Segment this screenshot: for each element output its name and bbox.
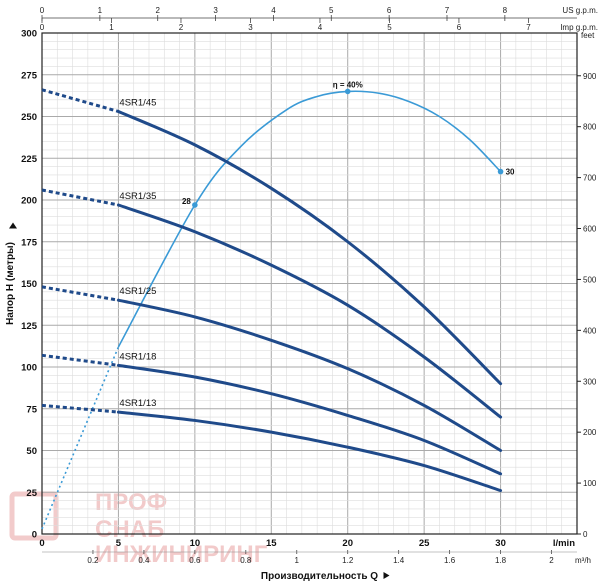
efficiency-label: η = 40%: [333, 80, 363, 89]
y-tick-label: 0: [32, 530, 37, 541]
m3h-tick-label: 2: [549, 556, 554, 565]
y-tick-label: 75: [26, 404, 37, 415]
watermark-logo-mark: [9, 491, 59, 541]
series-label: 4SR1/18: [119, 351, 156, 362]
series-label: 4SR1/25: [119, 286, 156, 297]
series-curve: [116, 363, 503, 476]
right-y-tick-label: 800: [583, 123, 597, 132]
right-y-tick-label: 900: [583, 72, 597, 81]
right-y-tick-label: 500: [583, 275, 597, 284]
y-tick-label: 175: [21, 237, 38, 248]
series-curve-dashed: [41, 403, 119, 414]
efficiency-curve-dashed: [41, 346, 120, 530]
series-curve-dashed: [41, 188, 119, 207]
x-axis-arrow-icon: [383, 572, 390, 579]
us-tick-label: 3: [213, 6, 218, 15]
labels: 28 η = 40% 30 4SR1/45 4SR1/35 4SR1/25 4SR1/18 4…: [119, 80, 515, 409]
x-tick-label: 25: [419, 538, 430, 549]
right-y-tick-label: 0: [583, 530, 588, 539]
us-tick-label: 1: [98, 6, 103, 15]
right-y-tick-label: 300: [583, 377, 597, 386]
series-curve: [116, 109, 503, 386]
right-y-tick-label: 200: [583, 428, 597, 437]
us-tick-label: 0: [40, 6, 45, 15]
x-tick-label: 30: [495, 538, 506, 549]
imp-tick-label: 5: [387, 23, 392, 32]
x-tick-label: 10: [190, 538, 201, 549]
y-tick-label: 150: [21, 279, 37, 290]
us-tick-label: 2: [155, 6, 160, 15]
y-tick-label: 125: [21, 321, 38, 332]
curves: [41, 88, 504, 530]
imp-unit: Imp g.p.m.: [560, 23, 598, 32]
efficiency-point: [497, 168, 504, 175]
series-label: 4SR1/45: [119, 97, 156, 108]
imp-tick-label: 2: [179, 23, 184, 32]
m3h-tick-label: 0.6: [189, 556, 201, 565]
y-tick-label: 100: [21, 363, 37, 374]
right-y-tick-label: 100: [583, 479, 597, 488]
watermark-line2: СНАБ: [95, 516, 164, 543]
y-tick-label: 200: [21, 196, 37, 207]
efficiency-label: 28: [182, 197, 191, 206]
right-y-tick-label: 400: [583, 326, 597, 335]
plot-frame: [41, 32, 578, 535]
us-tick-label: 8: [503, 6, 508, 15]
imp-tick-label: 4: [318, 23, 323, 32]
imp-tick-label: 1: [109, 23, 114, 32]
m3h-tick-label: 0.4: [138, 556, 150, 565]
y-tick-label: 225: [21, 154, 38, 165]
m3h-tick-label: 1.8: [495, 556, 507, 565]
us-unit: US g.p.m.: [562, 6, 598, 15]
x-tick-label: 20: [342, 538, 353, 549]
imp-tick-label: 7: [526, 23, 531, 32]
imp-tick-label: 6: [457, 23, 462, 32]
imp-tick-label: 0: [40, 23, 45, 32]
us-tick-label: 6: [387, 6, 392, 15]
m3h-tick-label: 1.4: [393, 556, 405, 565]
imp-tick-label: 3: [248, 23, 253, 32]
right-y-tick-label: 700: [583, 174, 597, 183]
us-tick-label: 5: [329, 6, 334, 15]
y-axis-arrow-icon: [9, 222, 17, 229]
x-axis-title: Производительность Q: [261, 571, 378, 582]
series-curve-dashed: [41, 285, 119, 302]
m3h-unit: m³/h: [575, 556, 591, 565]
x-tick-label: 5: [116, 538, 122, 549]
series-label: 4SR1/35: [119, 191, 156, 202]
watermark-line1: ПРОФ: [95, 489, 167, 516]
us-tick-label: 7: [445, 6, 450, 15]
y-tick-label: 50: [26, 446, 37, 457]
efficiency-point: [344, 88, 351, 95]
series-curve: [116, 410, 503, 493]
right-y-tick-label: 600: [583, 225, 597, 234]
efficiency-point: [192, 202, 198, 208]
series-label: 4SR1/13: [119, 398, 156, 409]
y-axis-title: Напор H (метры): [5, 242, 16, 325]
x-unit: l/min: [553, 538, 575, 549]
series-curve-dashed: [41, 353, 119, 367]
m3h-tick-label: 0.8: [240, 556, 252, 565]
x-tick-label: 15: [266, 538, 277, 549]
y-tick-label: 275: [21, 70, 38, 81]
efficiency-label: 30: [506, 168, 515, 177]
y-tick-label: 25: [26, 488, 37, 499]
series-curve: [116, 298, 503, 452]
watermark-line3: ИНЖИНИРИНГ: [95, 541, 268, 568]
m3h-tick-label: 1: [295, 556, 300, 565]
y-tick-label: 250: [21, 112, 37, 123]
m3h-tick-label: 1.6: [444, 556, 456, 565]
y-tick-label: 300: [21, 29, 37, 40]
right-y-unit: feet: [581, 31, 595, 40]
efficiency-curve: [117, 90, 502, 348]
m3h-tick-label: 1.2: [342, 556, 354, 565]
series-curve: [116, 203, 503, 419]
us-tick-label: 4: [271, 6, 276, 15]
axes: 0255075100125150175200225250275300Напор …: [5, 6, 598, 582]
m3h-tick-label: 0.2: [87, 556, 99, 565]
x-tick-label: 0: [39, 538, 44, 549]
